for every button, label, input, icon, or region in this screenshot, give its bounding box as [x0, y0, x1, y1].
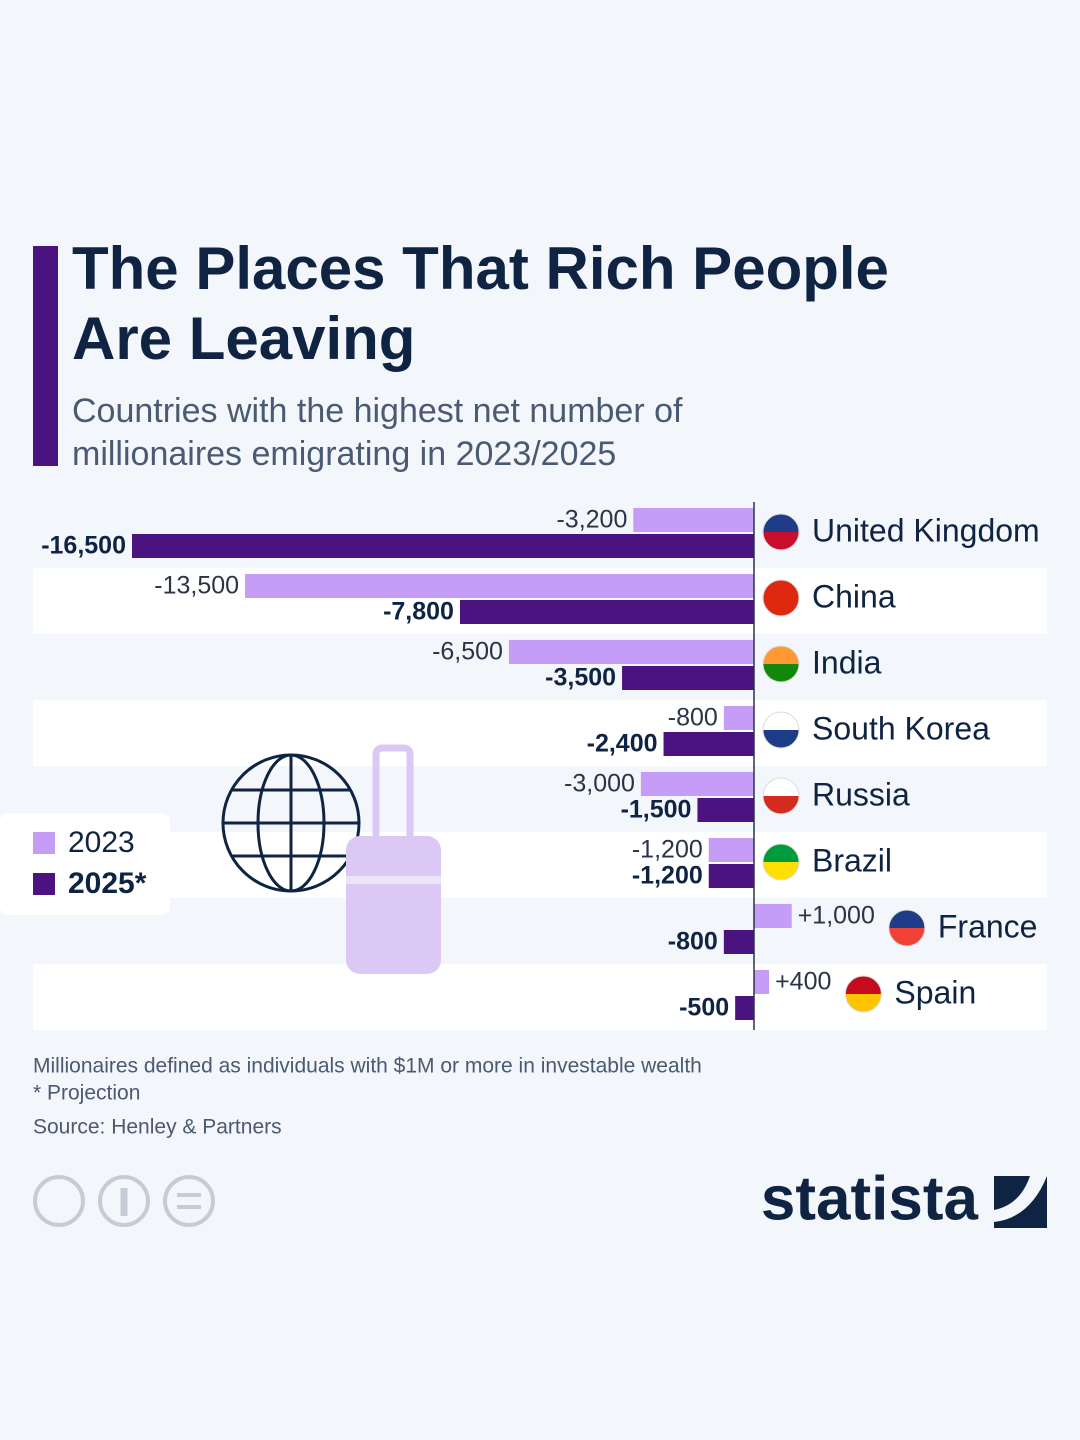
value-label: -500: [679, 994, 729, 1022]
value-label: -800: [668, 704, 718, 732]
value-label: +400: [775, 968, 831, 996]
value-label: +1,000: [798, 902, 875, 930]
value-label: -7,800: [383, 598, 454, 626]
illustration: [221, 753, 361, 893]
source: Source: Henley & Partners: [33, 1116, 282, 1139]
legend-swatch: [33, 873, 55, 895]
flag: [763, 796, 799, 814]
title-accent: [33, 246, 58, 466]
bar: [633, 508, 754, 532]
nd-icon: [177, 1193, 201, 1209]
bar: [754, 970, 770, 994]
flag: [762, 579, 800, 617]
bar: [697, 798, 754, 822]
flag: [762, 711, 800, 749]
bar: [663, 732, 754, 756]
value-label: -1,200: [632, 862, 703, 890]
value-label: -3,500: [545, 664, 616, 692]
flag: [888, 909, 926, 947]
note: Millionaires defined as individuals with…: [33, 1055, 702, 1078]
flag: [762, 645, 800, 683]
by-icon: [98, 1175, 150, 1227]
bar: [735, 996, 754, 1020]
license-icons: [33, 1175, 215, 1227]
row-stripe: [33, 832, 1047, 898]
category-label: United Kingdom: [812, 512, 1040, 548]
bar: [622, 666, 754, 690]
category-label: Spain: [894, 974, 976, 1010]
cc-icon: [33, 1175, 85, 1227]
value-label: -3,200: [556, 506, 627, 534]
flag: [763, 532, 799, 550]
suitcase-band: [346, 876, 441, 884]
value-label: -1,200: [632, 836, 703, 864]
category-label: China: [812, 578, 896, 614]
value-label: -3,000: [564, 770, 635, 798]
flag: [844, 975, 882, 1013]
legend-label: 2025*: [68, 867, 147, 900]
bar: [708, 838, 754, 862]
brand-logo: statista: [761, 1164, 979, 1233]
value-label: -13,500: [154, 572, 239, 600]
globe: [232, 788, 350, 858]
bar: [132, 534, 754, 558]
legend-label: 2023: [68, 826, 135, 859]
value-label: -1,500: [621, 796, 692, 824]
value-label: -2,400: [587, 730, 658, 758]
bar: [708, 864, 754, 888]
flag: [763, 730, 799, 748]
category-label: South Korea: [812, 710, 990, 746]
flag: [762, 843, 800, 881]
bar: [723, 706, 754, 730]
nd-icon: [163, 1175, 215, 1227]
value-label: -6,500: [432, 638, 503, 666]
legend-swatch: [33, 832, 55, 854]
flag: [763, 598, 799, 616]
bar: [459, 600, 754, 624]
row-stripe: [33, 700, 1047, 766]
category-label: India: [812, 644, 882, 680]
flag: [763, 862, 799, 880]
category-label: France: [938, 908, 1038, 944]
bar: [754, 904, 792, 928]
flag: [888, 928, 925, 946]
brand-mark: [994, 1176, 1047, 1222]
legend: 2023 2025*: [33, 826, 147, 900]
plot: -3,200 -16,500 United Kingdom -13,500 -7,800…: [41, 502, 1040, 1030]
flag: [762, 513, 800, 551]
bar: [723, 930, 754, 954]
category-label: Brazil: [812, 842, 892, 878]
suitcase: [346, 744, 441, 974]
bar: [508, 640, 754, 664]
bar: [245, 574, 754, 598]
bar: [640, 772, 754, 796]
value-label: -16,500: [41, 532, 126, 560]
flag: [762, 777, 800, 815]
suitcase-body: [346, 836, 441, 974]
flag: [763, 664, 799, 682]
chart-subtitle: Countries with the highest net number of…: [72, 392, 683, 473]
category-label: Russia: [812, 776, 910, 812]
flag: [845, 994, 882, 1012]
chart-title: The Places That Rich People Are Leaving: [72, 235, 889, 372]
note: * Projection: [33, 1082, 140, 1105]
value-label: -800: [668, 928, 718, 956]
